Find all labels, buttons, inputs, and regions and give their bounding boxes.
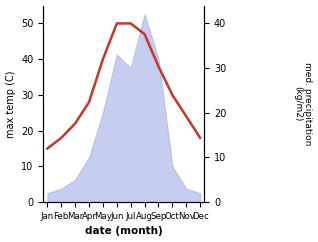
- Y-axis label: med. precipitation
(kg/m2): med. precipitation (kg/m2): [293, 62, 313, 145]
- X-axis label: date (month): date (month): [85, 227, 162, 236]
- Y-axis label: max temp (C): max temp (C): [5, 70, 16, 138]
